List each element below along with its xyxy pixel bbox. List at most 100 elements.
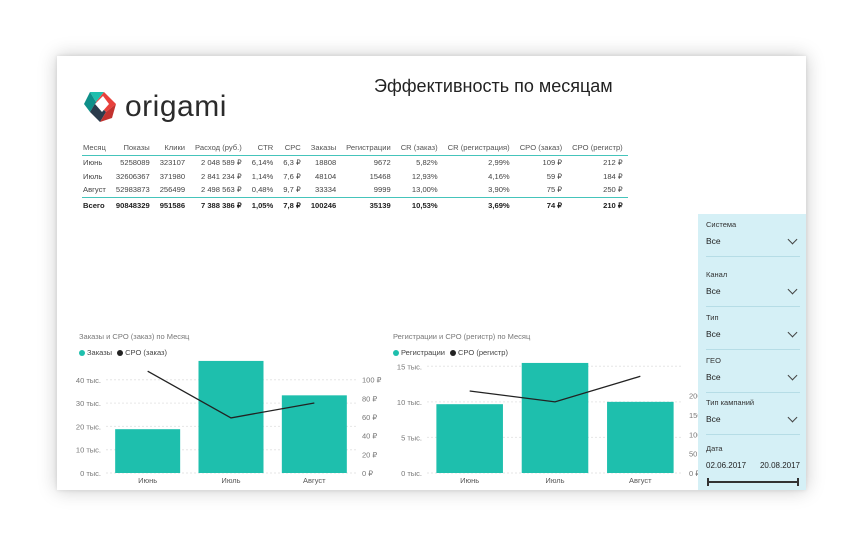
y2-tick-label: 0 ₽ bbox=[362, 469, 373, 478]
table-cell: 2 048 589 ₽ bbox=[190, 155, 247, 170]
filter-type-dropdown[interactable]: Все bbox=[706, 327, 800, 339]
bar bbox=[436, 404, 503, 473]
divider bbox=[706, 256, 800, 257]
chevron-down-icon bbox=[787, 284, 798, 294]
legend-item-cpo-registration[interactable]: CPO (регистр) bbox=[449, 348, 508, 357]
filter-value: Все bbox=[706, 372, 721, 382]
filter-type: Тип Все bbox=[706, 313, 800, 350]
col-cpc[interactable]: CPC bbox=[278, 140, 306, 156]
date-from[interactable]: 02.06.2017 bbox=[706, 461, 747, 470]
table-cell: 3,69% bbox=[442, 196, 515, 213]
chart-orders-title: Заказы и CPO (заказ) по Месяц bbox=[79, 332, 190, 341]
table-cell: 1,05% bbox=[246, 196, 279, 213]
filter-label: Канал bbox=[706, 270, 728, 279]
table-cell: 52983873 bbox=[110, 183, 155, 197]
filter-value: Все bbox=[706, 414, 721, 424]
y2-tick-label: 200 ₽ bbox=[689, 392, 699, 401]
table-cell: 0,48% bbox=[246, 183, 279, 197]
col-spend[interactable]: Расход (руб.) bbox=[190, 140, 247, 156]
legend-label: CPO (регистр) bbox=[457, 348, 508, 357]
col-cpo-registration[interactable]: CPO (регистр) bbox=[567, 140, 628, 156]
filter-value: Все bbox=[706, 236, 721, 246]
chart-registrations: 0 тыс. 5 тыс. 10 тыс. 15 тыс. 0 ₽ 50 ₽ 100 ₽ 15… bbox=[397, 362, 699, 485]
table-cell: 4,16% bbox=[488, 171, 510, 181]
slider-handle-end[interactable] bbox=[797, 478, 799, 486]
date-range: 02.06.2017 20.08.2017 bbox=[706, 461, 800, 470]
legend-item-cpo-order[interactable]: CPO (заказ) bbox=[117, 348, 167, 357]
filter-channel-dropdown[interactable]: Все bbox=[706, 284, 800, 296]
line-series bbox=[469, 375, 641, 403]
chevron-down-icon bbox=[787, 234, 798, 244]
table-cell: 7,8 ₽ bbox=[278, 196, 306, 213]
col-cpo-order[interactable]: CPO (заказ) bbox=[514, 140, 568, 156]
legend-item-registrations[interactable]: Регистрации bbox=[393, 348, 445, 357]
divider bbox=[706, 434, 800, 435]
line-series bbox=[147, 370, 315, 419]
origami-logo-icon bbox=[84, 92, 116, 122]
table-cell: Август bbox=[82, 183, 111, 197]
table-row[interactable]: Август 52983873 256499 2 498 563 ₽ 0,48%… bbox=[82, 183, 628, 197]
date-range-slider[interactable] bbox=[706, 478, 800, 486]
table-cell: Июнь bbox=[82, 155, 111, 170]
x-tick-label: Август bbox=[303, 476, 326, 485]
col-clicks[interactable]: Клики bbox=[154, 140, 191, 156]
filter-label: Тип bbox=[706, 313, 719, 322]
table-cell: 2,99% bbox=[442, 155, 515, 170]
slider-handle-start[interactable] bbox=[707, 478, 709, 486]
table-cell: 74 ₽ bbox=[514, 196, 568, 213]
legend-label: CPO (заказ) bbox=[125, 348, 167, 357]
y-tick-label: 10 тыс. bbox=[76, 446, 101, 455]
table-cell: 1,14% bbox=[251, 171, 274, 181]
table-cell: 5,82% bbox=[395, 155, 443, 170]
table-cell: Июль bbox=[83, 171, 103, 181]
table-cell: 6,3 ₽ bbox=[278, 155, 306, 170]
table-cell: 210 ₽ bbox=[567, 196, 628, 213]
y2-tick-label: 80 ₽ bbox=[362, 394, 377, 403]
x-tick-label: Июнь bbox=[138, 476, 157, 485]
y-tick-label: 10 тыс. bbox=[397, 398, 422, 407]
table-cell: 184 ₽ bbox=[603, 171, 623, 181]
col-cr-order[interactable]: CR (заказ) bbox=[395, 140, 443, 156]
table-cell: 9672 bbox=[341, 155, 396, 170]
divider bbox=[706, 349, 800, 350]
date-to[interactable]: 20.08.2017 bbox=[759, 461, 800, 470]
y2-tick-label: 60 ₽ bbox=[362, 413, 377, 422]
filter-campaign-type-dropdown[interactable]: Все bbox=[706, 412, 800, 424]
table-cell: 33334 bbox=[305, 183, 342, 197]
page-title: Эффективность по месяцам bbox=[374, 76, 613, 96]
chart-orders-legend: Заказы CPO (заказ) bbox=[79, 348, 172, 357]
table-row[interactable]: Июнь 5258089 323107 2 048 589 ₽ 6,14% 6,… bbox=[82, 155, 628, 170]
table-row[interactable]: Июль 32606367 371980 2 841 234 ₽ 1,14% 7… bbox=[82, 170, 628, 184]
chart-registrations-title: Регистрации и CPO (регистр) по Месяц bbox=[393, 332, 531, 341]
legend-dot bbox=[79, 349, 85, 356]
table-cell: 2 841 234 ₽ bbox=[201, 171, 242, 181]
y-tick-label: 40 тыс. bbox=[76, 376, 101, 385]
col-impressions[interactable]: Показы bbox=[110, 140, 155, 156]
filter-label: ГЕО bbox=[706, 356, 721, 365]
y2-tick-label: 0 ₽ bbox=[689, 469, 699, 478]
x-tick-label: Июль bbox=[545, 476, 564, 485]
bar bbox=[115, 429, 181, 473]
filter-label: Тип кампаний bbox=[706, 398, 755, 407]
filter-system-dropdown[interactable]: Все bbox=[706, 234, 800, 246]
y2-tick-label: 100 ₽ bbox=[362, 376, 382, 385]
table-cell: 2 498 563 ₽ bbox=[190, 183, 247, 197]
legend-item-orders[interactable]: Заказы bbox=[79, 348, 112, 357]
table-cell: 100246 bbox=[305, 196, 342, 213]
col-registrations[interactable]: Регистрации bbox=[341, 140, 396, 156]
filter-campaign-type: Тип кампаний Все bbox=[706, 398, 800, 435]
table-cell: 35139 bbox=[341, 196, 396, 213]
slider-track bbox=[708, 481, 798, 483]
filter-geo-dropdown[interactable]: Все bbox=[706, 370, 800, 382]
divider bbox=[706, 306, 800, 307]
y2-tick-label: 50 ₽ bbox=[689, 450, 699, 459]
table-cell: 75 ₽ bbox=[514, 183, 568, 197]
y2-tick-label: 40 ₽ bbox=[362, 432, 377, 441]
col-cr-registration[interactable]: CR (регистрация) bbox=[442, 140, 515, 156]
col-orders[interactable]: Заказы bbox=[305, 140, 342, 156]
filter-pane: Система Все Канал Все Тип Все ГЕО bbox=[698, 214, 806, 490]
filter-label: Дата bbox=[706, 444, 723, 453]
col-month[interactable]: Месяц bbox=[82, 140, 111, 156]
col-ctr[interactable]: CTR bbox=[246, 140, 279, 156]
logo-text: origami bbox=[125, 90, 227, 123]
